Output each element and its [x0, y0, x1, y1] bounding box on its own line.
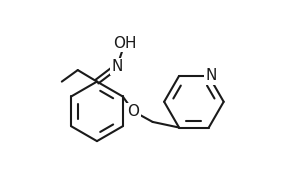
Text: OH: OH	[113, 36, 137, 51]
Text: N: N	[111, 59, 123, 74]
Text: O: O	[127, 104, 139, 119]
Text: N: N	[205, 69, 216, 84]
